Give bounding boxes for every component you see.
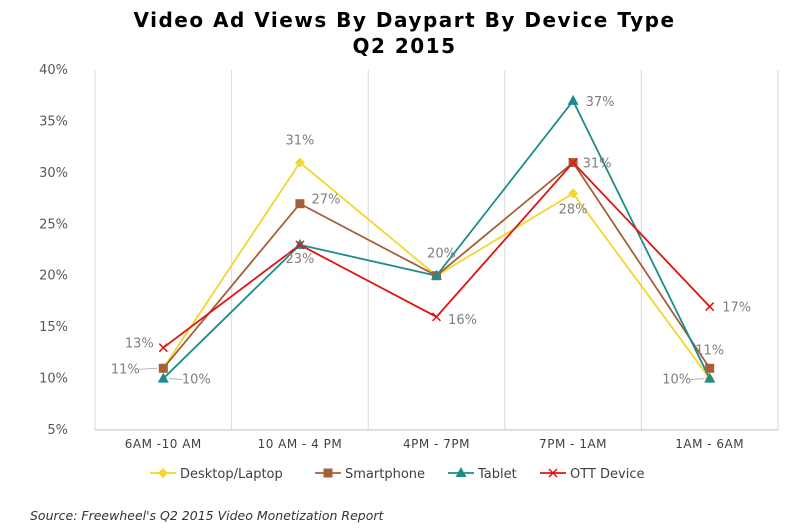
x-axis: 6AM -10 AM 10 AM - 4 PM 4PM - 7PM 7PM - 1AM…: [125, 437, 744, 451]
data-label: 10%: [662, 373, 691, 388]
x-tick-label: 10 AM - 4 PM: [258, 437, 343, 451]
y-tick-label: 35%: [39, 114, 68, 129]
series-line: [162, 99, 711, 380]
data-label: 23%: [285, 252, 314, 267]
legend-label: Tablet: [477, 467, 517, 482]
data-point: [294, 157, 305, 168]
chart-subtitle: Q2 2015: [352, 34, 457, 58]
chart-title: Video Ad Views By Daypart By Device Type: [133, 8, 676, 32]
series-group: [157, 94, 716, 384]
legend-item[interactable]: Desktop/Laptop: [150, 467, 283, 482]
y-tick-label: 15%: [39, 320, 68, 335]
data-label: 10%: [182, 373, 211, 388]
series-line: [162, 161, 711, 369]
leader-line: [690, 378, 704, 380]
data-label: 27%: [311, 193, 340, 208]
line-chart: 5% 10% 15% 20% 25% 30% 35% 40% 6AM -10 AM 10 AM …: [39, 63, 779, 482]
data-point: [158, 343, 168, 353]
legend[interactable]: Desktop/Laptop Smartphone Tablet OTT Device: [150, 467, 644, 482]
legend-item[interactable]: Smartphone: [315, 467, 425, 482]
data-label: 20%: [427, 247, 456, 262]
legend-marker: [455, 467, 467, 477]
y-tick-label: 40%: [39, 63, 68, 78]
data-label: 28%: [559, 202, 588, 217]
data-point: [705, 302, 715, 312]
grid-lines: [94, 70, 779, 431]
data-point: [705, 363, 715, 373]
y-tick-label: 30%: [39, 166, 68, 181]
data-point: [568, 188, 579, 199]
x-tick-label: 4PM - 7PM: [403, 437, 470, 451]
data-point: [158, 363, 168, 373]
data-label: 37%: [586, 95, 615, 110]
data-label: 11%: [111, 362, 140, 377]
y-tick-label: 25%: [39, 217, 68, 232]
legend-marker: [158, 468, 168, 478]
data-point: [295, 199, 305, 209]
legend-label: Smartphone: [345, 467, 425, 482]
data-point: [431, 269, 442, 280]
leader-line: [139, 367, 158, 370]
legend-label: Desktop/Laptop: [180, 467, 283, 482]
legend-item[interactable]: Tablet: [448, 467, 517, 482]
data-point: [704, 372, 716, 383]
data-label: 17%: [722, 301, 751, 316]
data-label: 11%: [695, 343, 724, 358]
legend-marker: [548, 468, 558, 478]
data-label: 31%: [583, 157, 612, 172]
legend-item[interactable]: OTT Device: [540, 467, 644, 482]
y-tick-label: 10%: [39, 372, 68, 387]
data-point: [568, 158, 578, 168]
data-point: [567, 94, 579, 105]
data-point: [295, 240, 305, 250]
leader-line: [169, 378, 183, 380]
y-tick-label: 20%: [39, 269, 68, 284]
data-labels: 31% 28% 10% 11% 27% 11% 10% 23% 20% 37% 13% 16% 31% 1…: [111, 95, 751, 388]
data-label: 16%: [448, 313, 477, 328]
data-point: [157, 372, 169, 383]
legend-label: OTT Device: [570, 467, 644, 482]
data-label: 13%: [125, 337, 154, 352]
y-tick-label: 5%: [47, 423, 68, 438]
source-note: Source: Freewheel's Q2 2015 Video Moneti…: [30, 508, 384, 523]
x-tick-label: 7PM - 1AM: [539, 437, 607, 451]
legend-marker: [323, 468, 333, 478]
x-tick-label: 1AM - 6AM: [675, 437, 744, 451]
x-tick-label: 6AM -10 AM: [125, 437, 202, 451]
data-point: [431, 312, 442, 322]
y-axis: 5% 10% 15% 20% 25% 30% 35% 40%: [39, 63, 68, 438]
data-label: 31%: [285, 134, 314, 149]
